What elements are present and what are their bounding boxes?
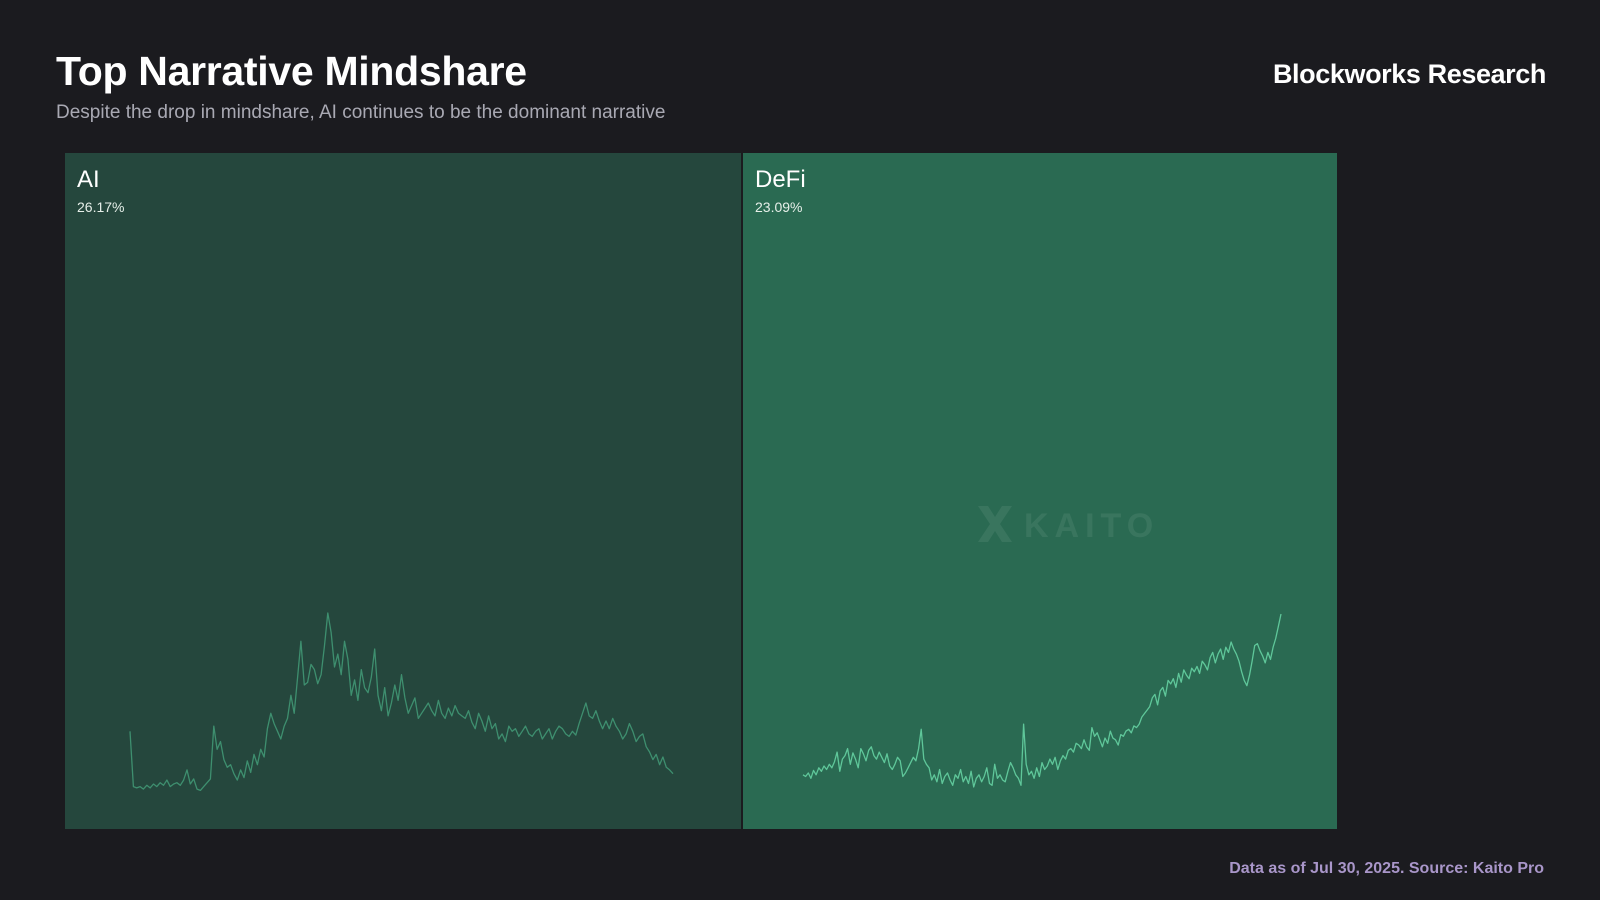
chart-subtitle: Despite the drop in mindshare, AI contin… [56,102,666,123]
spark-ai-line [129,612,674,792]
watermark-text: KAITO [1024,507,1159,544]
sparkline-ai [129,612,674,792]
sparkline-defi [802,613,1282,788]
tile-label-ai: AI [77,166,100,193]
tile-ai: AI 26.17% [65,153,741,829]
brand-logo: Blockworks Research [1272,59,1546,89]
tile-value-defi: 23.09% [755,199,803,215]
tile-value-ai: 26.17% [77,199,125,215]
source-note: Data as of Jul 30, 2025. Source: Kaito P… [1229,860,1544,877]
kaito-watermark: KAITO [978,506,1159,544]
kaito-logo-icon [978,506,1012,542]
spark-defi-line [802,613,1282,788]
tile-defi: DeFi 23.09% [743,153,1337,829]
tile-label-defi: DeFi [755,166,806,193]
treemap-chart: AI 26.17% DeFi 23.09% [65,153,1337,829]
chart-title: Top Narrative Mindshare [56,48,527,94]
